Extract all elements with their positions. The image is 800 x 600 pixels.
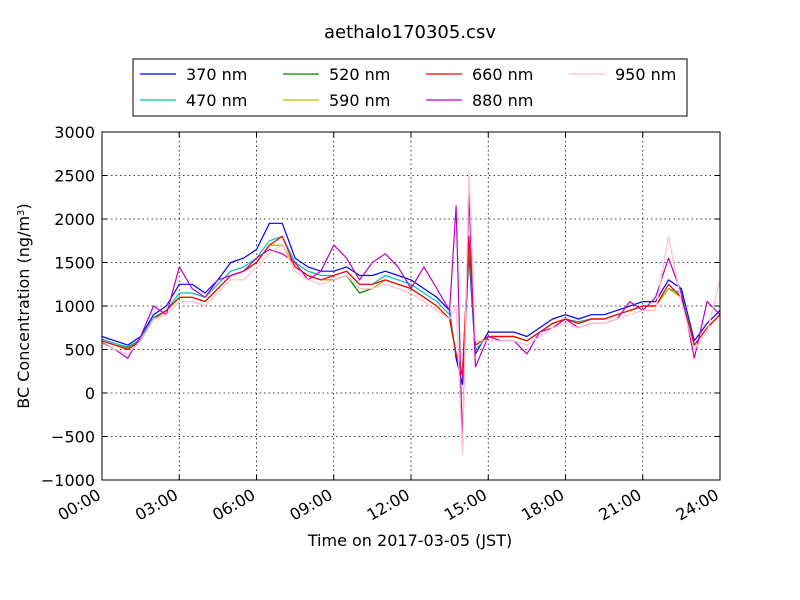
series-line-660-nm [101,235,721,377]
chart-title: aethalo170305.csv [324,22,496,43]
y-tick-label: −1000 [41,471,95,490]
series-line-370-nm [101,222,721,385]
legend-label-370-nm: 370 nm [186,65,247,84]
x-tick-label: 06:00 [209,485,258,525]
legend-label-520-nm: 520 nm [329,65,390,84]
plot-lines [101,170,721,455]
series-line-950-nm [101,170,721,455]
legend-box [132,58,688,117]
y-axis-label-end: ) [14,203,33,209]
y-tick-label: 2500 [54,167,95,186]
y-axis-label: BC Concentration (ng/m3) [14,203,33,408]
y-axis-label-sup: 3 [16,210,27,216]
y-tick-label: 1500 [54,254,95,273]
x-tick-label: 21:00 [595,485,644,525]
y-tick-label: 3000 [54,123,95,142]
y-tick-label: −500 [51,428,95,447]
y-tick-label: 0 [85,384,95,403]
legend-label-590-nm: 590 nm [329,91,390,110]
legend: 370 nm 470 nm 520 nm 590 nm 660 nm 880 nm 950 … [132,58,688,117]
x-tick-label: 18:00 [518,485,567,525]
y-tick-label: 2000 [54,210,95,229]
x-tick-label: 00:00 [55,485,104,525]
y-tick-label: 500 [64,341,95,360]
x-tick-label: 15:00 [441,485,490,525]
x-axis-label: Time on 2017-03-05 (JST) [307,531,512,550]
x-tick-label: 03:00 [132,485,181,525]
y-tick-label: 1000 [54,297,95,316]
ticks: 00:00 03:00 06:00 09:00 12:00 15:00 18:00 21:00… [41,123,722,525]
x-tick-label: 24:00 [673,485,722,525]
legend-label-660-nm: 660 nm [472,65,533,84]
legend-label-880-nm: 880 nm [472,91,533,110]
legend-label-950-nm: 950 nm [615,65,676,84]
y-axis-label-main: BC Concentration (ng/m [14,216,33,409]
x-tick-label: 09:00 [286,485,335,525]
legend-label-470-nm: 470 nm [186,91,247,110]
x-tick-label: 12:00 [364,485,413,525]
